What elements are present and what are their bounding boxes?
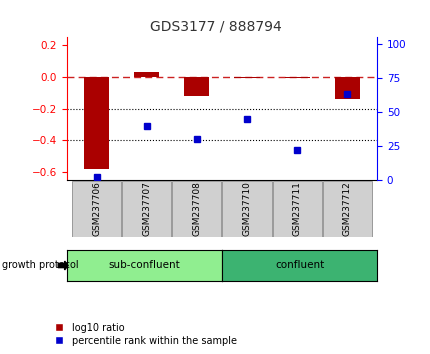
Text: GSM237711: GSM237711 [292,181,301,236]
Text: GSM237710: GSM237710 [242,181,251,236]
Text: GSM237712: GSM237712 [342,181,351,236]
Bar [234,77,259,79]
Bar [134,72,159,77]
Text: GSM237708: GSM237708 [192,181,201,236]
Bar [322,181,371,236]
Bar [172,181,221,236]
Text: sub-confluent: sub-confluent [108,261,180,270]
Bar [122,181,171,236]
Legend: log10 ratio, percentile rank within the sample: log10 ratio, percentile rank within the … [54,323,237,346]
Text: GSM237707: GSM237707 [142,181,151,236]
Text: confluent: confluent [274,261,323,270]
Bar [272,181,321,236]
Text: growth protocol: growth protocol [2,261,79,270]
Bar [222,181,271,236]
Bar [284,77,309,78]
Text: GSM237706: GSM237706 [92,181,101,236]
Text: GDS3177 / 888794: GDS3177 / 888794 [149,19,281,34]
Bar [334,77,359,99]
Bar [84,77,109,169]
Bar [184,77,209,96]
Bar [72,181,121,236]
